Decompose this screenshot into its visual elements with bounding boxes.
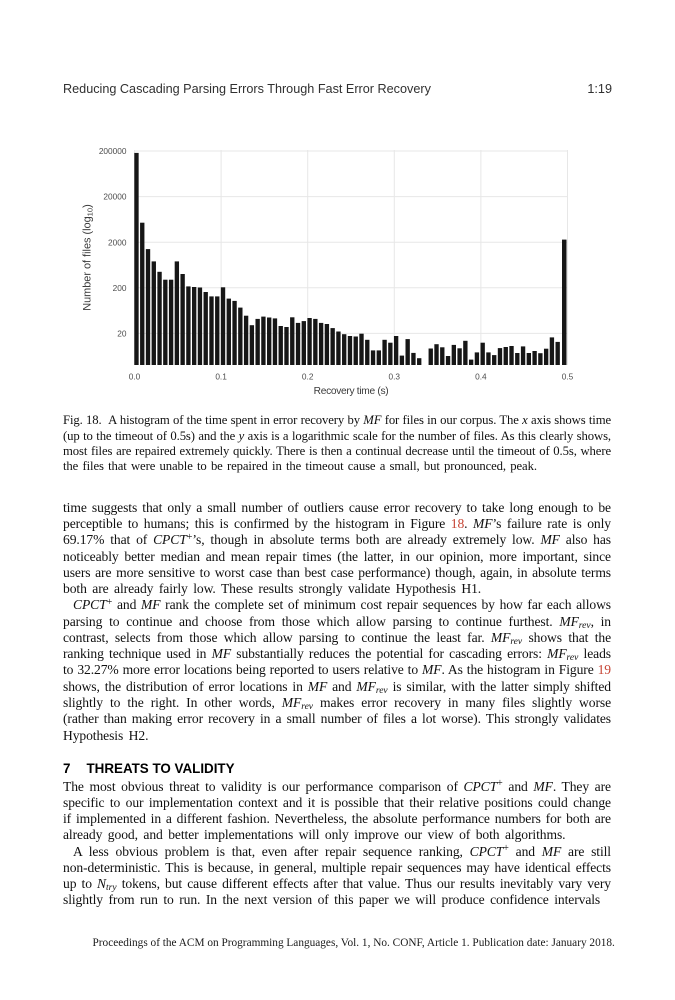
svg-text:200: 200 <box>113 283 127 293</box>
svg-text:2000: 2000 <box>108 237 127 247</box>
svg-text:0.1: 0.1 <box>215 372 227 382</box>
svg-text:20: 20 <box>117 329 127 339</box>
svg-text:0.2: 0.2 <box>302 372 314 382</box>
svg-text:0.0: 0.0 <box>129 372 141 382</box>
svg-text:200000: 200000 <box>99 146 127 156</box>
svg-text:Number of files (log10): Number of files (log10) <box>82 204 95 311</box>
svg-text:0.5: 0.5 <box>562 372 574 382</box>
svg-text:0.4: 0.4 <box>475 372 487 382</box>
svg-text:Recovery time (s): Recovery time (s) <box>314 386 389 397</box>
svg-text:20000: 20000 <box>103 192 126 202</box>
svg-text:0.3: 0.3 <box>389 372 401 382</box>
